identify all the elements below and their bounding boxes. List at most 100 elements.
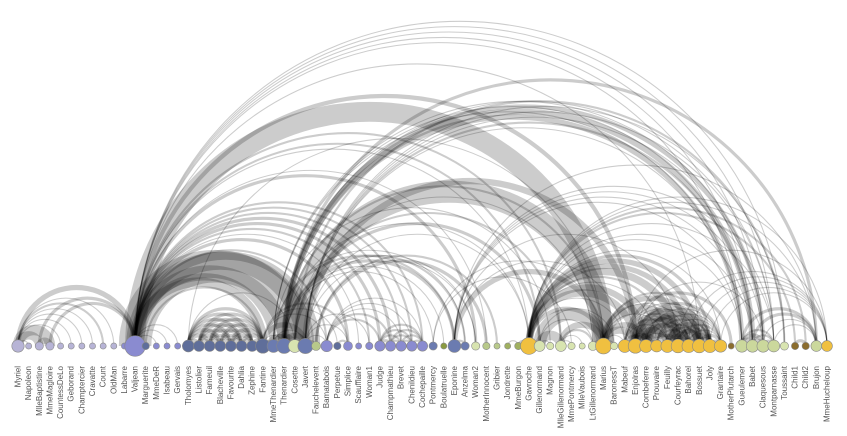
node-label-cochepaille: Cochepaille xyxy=(418,365,427,407)
node-napoleon[interactable] xyxy=(25,342,32,350)
arc-anzelma-mme-thenardier xyxy=(272,249,466,347)
arc-lt-gillenormand-mlle-gillenormand xyxy=(559,329,594,347)
node-label-child1: Child1 xyxy=(791,365,800,388)
arc-brujon-babet xyxy=(750,312,818,347)
node-champtercier[interactable] xyxy=(78,342,86,350)
node-label-javert: Javert xyxy=(301,365,310,388)
arc-valjean-mme-magloire xyxy=(48,301,137,347)
arc-bahorel-marius xyxy=(602,303,690,347)
node-mother-plutarch[interactable] xyxy=(727,342,735,350)
node-cravatte[interactable] xyxy=(89,342,96,350)
arc-chenildieu-judge xyxy=(378,329,413,347)
node-mlle-baptistine[interactable] xyxy=(34,341,44,351)
arc-bossuet-marius xyxy=(600,295,702,347)
node-bamatabois[interactable] xyxy=(320,339,333,353)
arc-enjolras-valjean xyxy=(132,93,638,347)
node-toussaint[interactable] xyxy=(780,341,789,351)
arc-marius-pontmercy xyxy=(432,260,604,347)
node-eponine[interactable] xyxy=(447,339,462,353)
node-gribier[interactable] xyxy=(493,342,501,350)
node-brevet[interactable] xyxy=(395,340,407,352)
arc-javert-fantine xyxy=(260,322,309,347)
node-mlle-gillenormand[interactable] xyxy=(555,340,567,352)
node-label-marguerite: Marguerite xyxy=(141,365,150,404)
arc-mother-plutarch-mabeuf xyxy=(623,291,733,347)
node-anzelma[interactable] xyxy=(460,341,470,351)
node-marius[interactable] xyxy=(595,337,612,355)
node-geborand[interactable] xyxy=(67,342,75,350)
arc-grantaire-prouvaire xyxy=(656,313,722,347)
arc-claquesous-javert xyxy=(304,116,764,347)
node-count[interactable] xyxy=(99,342,107,350)
arc-simplice-valjean xyxy=(133,238,350,347)
arc-joly-enjolras xyxy=(632,306,713,347)
node-isabeau[interactable] xyxy=(163,342,171,350)
node-mme-magloire[interactable] xyxy=(45,341,55,351)
node-jondrette[interactable] xyxy=(504,342,512,350)
node-montparnasse[interactable] xyxy=(767,339,781,353)
node-judge[interactable] xyxy=(374,340,386,352)
node-myriel[interactable] xyxy=(11,339,25,353)
node-label-countess-de-lo: CountessDeLo xyxy=(56,365,65,418)
arc-grantaire-enjolras xyxy=(633,301,723,347)
node-magnon[interactable] xyxy=(546,342,555,350)
node-woman2[interactable] xyxy=(471,341,481,351)
node-gillenormand[interactable] xyxy=(533,340,546,352)
node-perpetue[interactable] xyxy=(333,342,342,350)
node-child1[interactable] xyxy=(791,342,800,350)
arc-cochepaille-judge xyxy=(378,323,424,347)
node-label-simplice: Simplice xyxy=(343,365,352,396)
node-mme-pontmercy[interactable] xyxy=(567,342,576,350)
node-blacheville[interactable] xyxy=(214,340,226,352)
node-fauchelevent[interactable] xyxy=(311,341,321,351)
node-label-geborand: Geborand xyxy=(67,366,76,402)
arc-prouvaire-gavroche xyxy=(528,281,658,347)
node-label-listolier: Listolier xyxy=(194,366,203,394)
node-simplice[interactable] xyxy=(343,341,353,351)
node-label-mlle-vaubois: MlleVaubois xyxy=(578,366,587,409)
node-label-judge: Judge xyxy=(375,365,384,387)
node-champmathieu[interactable] xyxy=(385,340,397,352)
node-label-perpetue: Perpetue xyxy=(333,365,342,398)
node-fameuil[interactable] xyxy=(203,340,216,352)
arc-gillenormand-cosette xyxy=(293,222,542,347)
node-gervais[interactable] xyxy=(174,342,182,350)
arc-gueulemer-eponine xyxy=(453,201,743,347)
node-chenildieu[interactable] xyxy=(406,340,418,352)
node-label-cravatte: Cravatte xyxy=(88,365,97,396)
node-tholomyes[interactable] xyxy=(182,339,195,353)
node-label-mme-magloire: MmeMagloire xyxy=(45,365,54,414)
node-woman1[interactable] xyxy=(365,342,374,350)
node-child2[interactable] xyxy=(801,342,810,350)
arc-woman2-javert xyxy=(304,260,477,347)
node-countess-de-lo[interactable] xyxy=(57,342,64,350)
node-label-prouvaire: Prouvaire xyxy=(652,365,661,400)
node-mother-innocent[interactable] xyxy=(482,342,491,350)
node-old-man[interactable] xyxy=(110,342,118,350)
arc-mother-innocent-fauchelevent xyxy=(314,259,488,347)
node-claquesous[interactable] xyxy=(756,339,770,353)
arc-enjolras-gavroche xyxy=(525,289,640,347)
node-pontmercy[interactable] xyxy=(428,341,438,351)
node-scaufflaire[interactable] xyxy=(355,342,362,350)
node-label-isabeau: Isabeau xyxy=(163,366,172,394)
node-label-woman1: Woman1 xyxy=(365,365,374,397)
node-mlle-vaubois[interactable] xyxy=(578,342,586,350)
arc-marius-gillenormand xyxy=(533,307,610,347)
arc-claquesous-mme-thenardier xyxy=(272,100,764,347)
arc-marius-valjean xyxy=(125,101,614,347)
node-favourite[interactable] xyxy=(225,340,237,352)
node-mme-de-r[interactable] xyxy=(153,342,160,350)
node-cochepaille[interactable] xyxy=(417,340,428,352)
node-baroness-t[interactable] xyxy=(610,342,619,350)
node-grantaire[interactable] xyxy=(714,339,728,353)
node-javert[interactable] xyxy=(297,338,314,354)
node-label-jondrette: Jondrette xyxy=(503,365,512,399)
node-dahlia[interactable] xyxy=(235,340,248,352)
node-brujon[interactable] xyxy=(810,340,823,352)
node-boulatruelle[interactable] xyxy=(440,342,448,350)
node-mme-hucheloup[interactable] xyxy=(821,340,833,352)
arc-magnon-mme-thenardier xyxy=(272,207,551,347)
node-listolier[interactable] xyxy=(193,340,205,352)
node-marguerite[interactable] xyxy=(141,342,150,350)
